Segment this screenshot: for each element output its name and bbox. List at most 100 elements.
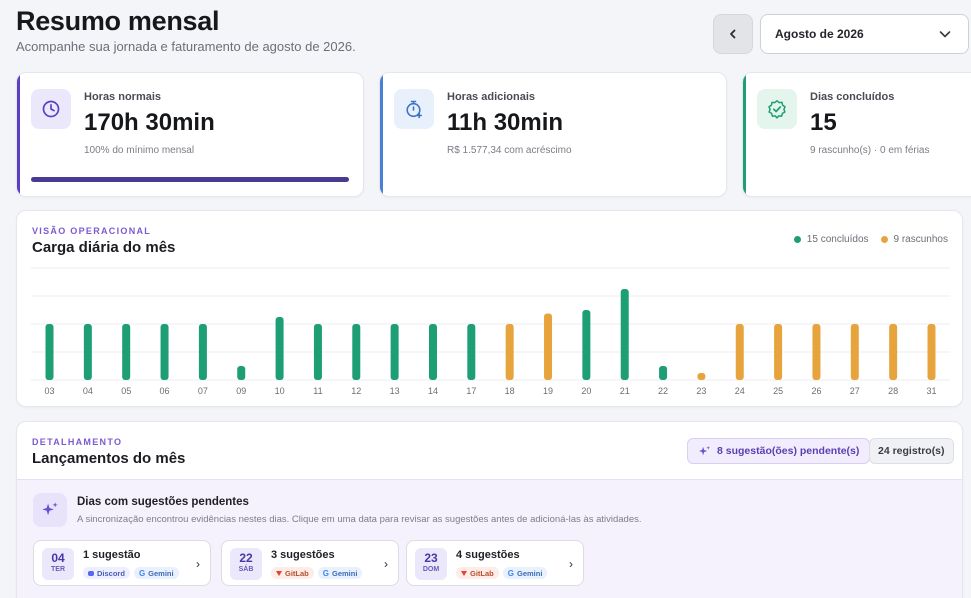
chart-bar-13[interactable]: [390, 324, 399, 380]
chart-bar-12[interactable]: [352, 324, 361, 380]
date-box: 22 SÁB: [230, 548, 262, 580]
pending-suggestions-badge[interactable]: 8 sugestão(ões) pendente(s): [687, 438, 871, 464]
chart-bar-18[interactable]: [505, 324, 514, 380]
chart-bar-10[interactable]: [275, 317, 284, 380]
gitlab-icon: [461, 570, 467, 576]
chart-bar-09[interactable]: [237, 366, 246, 380]
records-count-label: 24 registro(s): [878, 445, 945, 457]
card-accent: [743, 73, 746, 196]
discord-icon: [88, 570, 94, 576]
clock-icon: [42, 100, 60, 118]
day-number: 23: [424, 551, 438, 565]
x-tick-label: 03: [44, 386, 54, 396]
chart-bar-19[interactable]: [544, 313, 553, 381]
tag-discord: Discord: [83, 567, 130, 579]
chart-bar-26[interactable]: [812, 324, 821, 380]
page-header: Resumo mensal Acompanhe sua jornada e fa…: [16, 6, 356, 54]
google-icon: G: [138, 568, 146, 578]
stat-label: Horas adicionais: [447, 91, 536, 103]
tag-label: Gemini: [516, 568, 543, 578]
chart-bar-23[interactable]: [697, 373, 706, 380]
stat-value: 11h 30min: [447, 109, 564, 136]
x-tick-label: 20: [581, 386, 591, 396]
chart-bar-11[interactable]: [313, 324, 322, 380]
suggestion-day-card[interactable]: 22 SÁB 3 sugestões GitLab G Gemini ›: [221, 540, 399, 586]
entries-heading: DETALHAMENTO Lançamentos do mês: [32, 437, 185, 467]
previous-month-button[interactable]: [713, 14, 753, 54]
chart-bar-14[interactable]: [428, 324, 437, 380]
entries-card: DETALHAMENTO Lançamentos do mês 8 sugest…: [16, 421, 963, 598]
chevron-down-icon: [939, 31, 951, 38]
pending-suggestions-panel: Dias com sugestões pendentes A sincroniz…: [17, 479, 962, 598]
x-tick-label: 07: [198, 386, 208, 396]
chart-legend: 15 concluídos 9 rascunhos: [793, 234, 948, 245]
x-tick-label: 28: [888, 386, 898, 396]
suggestion-day-card[interactable]: 04 TER 1 sugestão Discord G Gemini ›: [33, 540, 211, 586]
legend-item-done: 15 concluídos: [793, 234, 869, 245]
chart-heading: VISÃO OPERACIONAL Carga diária do mês: [32, 226, 175, 256]
chart-title: Carga diária do mês: [32, 239, 176, 256]
x-tick-label: 04: [83, 386, 93, 396]
stat-value: 170h 30min: [84, 109, 215, 136]
x-tick-label: 24: [735, 386, 745, 396]
chart-bar-03[interactable]: [45, 324, 54, 380]
card-accent: [380, 73, 383, 196]
stat-note: 100% do mínimo mensal: [84, 145, 195, 156]
stat-value: 15: [810, 109, 837, 136]
x-tick-label: 25: [773, 386, 783, 396]
progress-fill: [31, 177, 349, 182]
tag-label: Discord: [97, 568, 125, 578]
legend-item-draft: 9 rascunhos: [880, 234, 948, 245]
chart-bar-27[interactable]: [850, 324, 859, 380]
chart-bar-04[interactable]: [83, 324, 92, 380]
day-number: 04: [51, 551, 65, 565]
tag-gitlab: GitLab: [456, 567, 499, 579]
x-tick-label: 18: [505, 386, 515, 396]
day-number: 22: [239, 551, 253, 565]
tag-gemini: G Gemini: [317, 567, 363, 579]
month-select-value: Agosto de 2026: [775, 27, 864, 41]
chart-bar-24[interactable]: [735, 324, 744, 380]
entries-overline: DETALHAMENTO: [32, 437, 123, 447]
x-tick-label: 21: [620, 386, 630, 396]
chart-bar-22[interactable]: [659, 366, 668, 380]
x-tick-label: 12: [351, 386, 361, 396]
tag-gemini: G Gemini: [133, 567, 179, 579]
tag-label: Gemini: [148, 568, 174, 578]
chart-bar-28[interactable]: [889, 324, 898, 380]
x-tick-label: 09: [236, 386, 246, 396]
stat-label: Dias concluídos: [810, 91, 895, 103]
chart-bar-07[interactable]: [198, 324, 207, 380]
chart-bar-25[interactable]: [774, 324, 783, 380]
x-tick-label: 26: [811, 386, 821, 396]
entries-title: Lançamentos do mês: [32, 450, 186, 467]
suggestion-day-card[interactable]: 23 DOM 4 sugestões GitLab G Gemini ›: [406, 540, 584, 586]
legend-label-done: 15 concluídos: [806, 234, 869, 245]
daily-load-chart: 03 04 05 06 07 09 10 11 12 13 14 17 18 19 20 21 22 23 24 25…: [31, 267, 950, 396]
x-tick-label: 22: [658, 386, 668, 396]
chart-bar-17[interactable]: [467, 324, 476, 380]
chart-bar-05[interactable]: [122, 324, 131, 380]
x-tick-label: 06: [160, 386, 170, 396]
chevron-left-icon: [730, 29, 736, 39]
tag-gitlab: GitLab: [271, 567, 314, 579]
x-tick-label: 13: [390, 386, 400, 396]
google-icon: G: [507, 568, 514, 578]
chart-bar-31[interactable]: [927, 324, 936, 380]
day-of-week: SÁB: [238, 566, 254, 573]
date-box: 04 TER: [42, 548, 74, 580]
stat-note: 9 rascunho(s) · 0 em férias: [810, 145, 930, 156]
month-select[interactable]: Agosto de 2026: [760, 14, 969, 54]
x-tick-label: 05: [121, 386, 131, 396]
legend-label-draft: 9 rascunhos: [893, 234, 948, 245]
stat-card-normal-hours: Horas normais 170h 30min 100% do mínimo …: [16, 72, 364, 197]
chart-bar-06[interactable]: [160, 324, 169, 380]
chart-bar-21[interactable]: [620, 289, 629, 380]
x-tick-label: 10: [275, 386, 285, 396]
chart-bar-20[interactable]: [582, 310, 591, 380]
x-tick-label: 11: [313, 386, 322, 396]
gitlab-icon: [276, 570, 282, 576]
page-subtitle: Acompanhe sua jornada e faturamento de a…: [16, 39, 356, 54]
x-tick-label: 14: [428, 386, 438, 396]
icon-box: [757, 89, 797, 129]
